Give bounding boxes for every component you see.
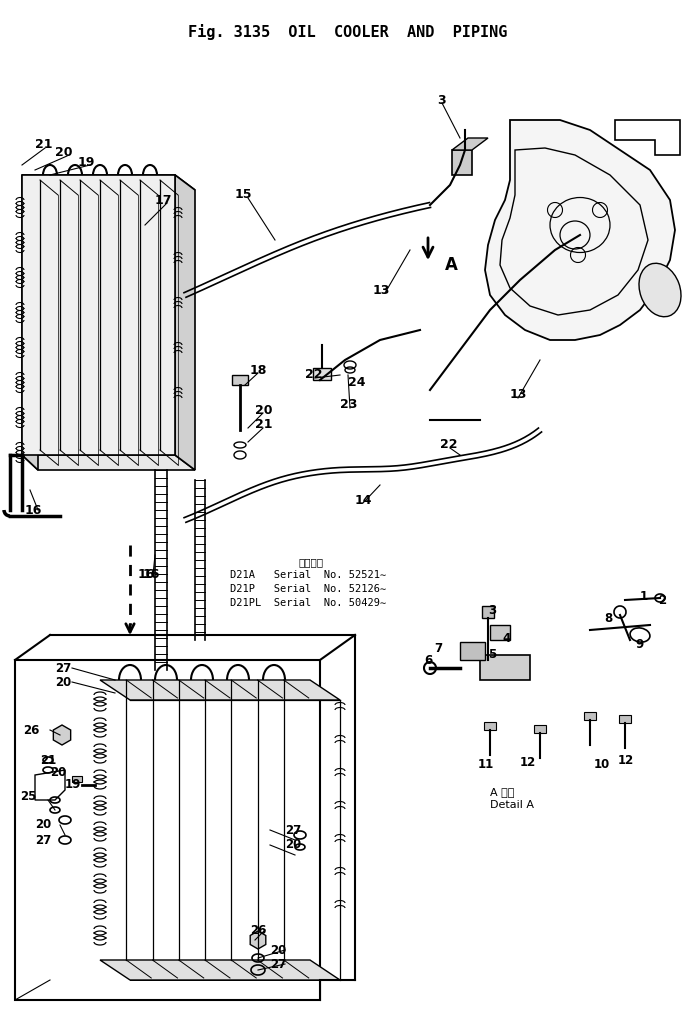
Text: 3: 3 [488,604,496,617]
Polygon shape [452,138,488,150]
Polygon shape [22,175,38,470]
Polygon shape [100,680,340,700]
Text: 18: 18 [250,363,267,376]
Bar [584,712,596,720]
Bar [313,368,331,380]
Bar [490,625,510,640]
Polygon shape [480,655,530,680]
Ellipse shape [639,263,681,317]
Text: 16: 16 [143,569,160,581]
Bar [460,642,485,660]
Text: 13: 13 [373,283,390,297]
Bar [482,606,494,618]
Text: 20: 20 [285,839,301,851]
Text: 22: 22 [440,439,457,451]
Text: 4: 4 [502,631,510,644]
Text: 21: 21 [255,418,273,432]
Text: 26: 26 [250,924,267,936]
Text: 25: 25 [20,791,36,803]
Text: 1: 1 [640,590,648,604]
Text: A: A [445,256,458,274]
Text: 22: 22 [305,368,322,382]
Text: Detail A: Detail A [490,800,534,810]
Bar [619,715,631,723]
Text: 14: 14 [355,493,372,506]
Text: 19: 19 [65,779,81,792]
Text: 27: 27 [55,662,71,674]
Text: 20: 20 [55,146,72,160]
Text: D21P   Serial  No. 52126∼: D21P Serial No. 52126∼ [230,584,386,594]
Text: 19: 19 [78,157,95,170]
Text: 27: 27 [285,824,301,837]
Text: 23: 23 [340,399,357,411]
Text: 20: 20 [255,403,273,416]
Text: 20: 20 [50,766,66,780]
Polygon shape [452,150,472,175]
Text: 9: 9 [635,638,643,652]
Text: 通用番号: 通用番号 [298,557,323,567]
Text: 20: 20 [270,943,286,957]
Text: 11: 11 [478,758,494,771]
Text: 26: 26 [23,723,40,737]
Text: D21PL  Serial  No. 50429∼: D21PL Serial No. 50429∼ [230,598,386,608]
Text: 16: 16 [138,569,155,581]
Text: 27: 27 [35,834,52,846]
Text: D21A   Serial  No. 52521∼: D21A Serial No. 52521∼ [230,570,386,580]
Text: 17: 17 [155,193,173,207]
Bar [232,375,248,385]
Polygon shape [485,120,675,340]
Bar [534,725,546,733]
Polygon shape [175,175,195,470]
Text: 15: 15 [235,188,253,202]
Text: Fig. 3135  OIL  COOLER  AND  PIPING: Fig. 3135 OIL COOLER AND PIPING [189,24,507,40]
Text: 3: 3 [437,93,445,106]
Text: 7: 7 [434,641,442,655]
Text: 5: 5 [488,649,496,662]
Text: 13: 13 [510,389,528,401]
Text: 12: 12 [618,754,634,766]
Bar [72,776,82,782]
Text: 20: 20 [55,675,71,688]
Text: 6: 6 [424,654,432,667]
Text: 21: 21 [40,754,56,766]
Text: 20: 20 [35,818,52,832]
Text: 21: 21 [35,138,52,151]
Text: 10: 10 [594,758,610,771]
Text: 16: 16 [25,503,42,517]
Text: 8: 8 [604,612,612,624]
Polygon shape [22,175,195,190]
Polygon shape [100,960,340,980]
Text: 12: 12 [520,756,536,769]
Text: 24: 24 [348,376,365,390]
Polygon shape [22,175,175,455]
Text: 2: 2 [658,593,666,607]
Bar [484,722,496,730]
Bar [15,660,320,1000]
Text: 27: 27 [270,958,286,971]
Text: A 詳細: A 詳細 [490,787,514,797]
Polygon shape [22,455,195,470]
